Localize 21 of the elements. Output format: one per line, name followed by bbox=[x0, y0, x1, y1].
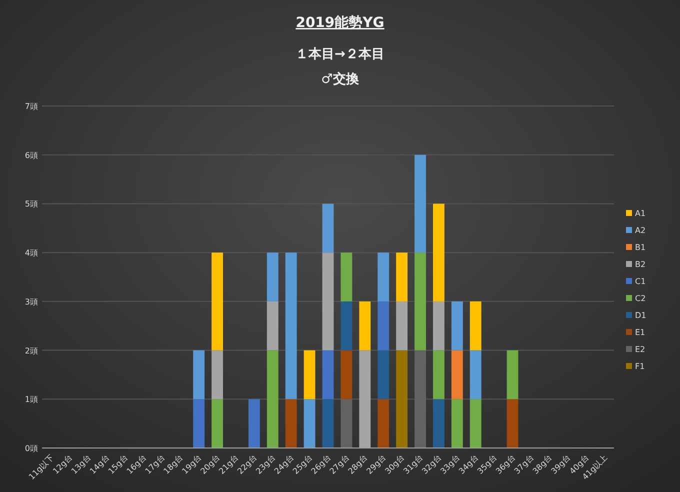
legend-label: E1 bbox=[635, 328, 646, 337]
subtitle: ♂交換 bbox=[321, 72, 359, 87]
y-tick-label: 4頭 bbox=[24, 248, 38, 258]
legend-label: F1 bbox=[635, 362, 645, 371]
legend-label: D1 bbox=[635, 311, 646, 320]
y-tick-label: 5頭 bbox=[24, 200, 38, 209]
y-tick-label: 6頭 bbox=[24, 150, 38, 160]
y-tick-label: 2頭 bbox=[24, 346, 38, 356]
legend-label: C2 bbox=[635, 294, 646, 303]
title: 2019能勢YG bbox=[296, 15, 384, 31]
legend-label: C1 bbox=[635, 277, 646, 286]
legend-label: E2 bbox=[635, 345, 646, 354]
legend-label: B1 bbox=[635, 243, 646, 252]
legend-label: A2 bbox=[635, 226, 646, 235]
legend-label: B2 bbox=[635, 260, 646, 269]
subtitle: １本目→２本目 bbox=[296, 47, 384, 62]
y-tick-label: 1頭 bbox=[24, 395, 38, 404]
y-tick-label: 3頭 bbox=[24, 297, 38, 306]
legend-label: A1 bbox=[635, 209, 646, 218]
y-tick-label: 7頭 bbox=[24, 102, 38, 111]
y-tick-label: 0頭 bbox=[24, 444, 38, 453]
